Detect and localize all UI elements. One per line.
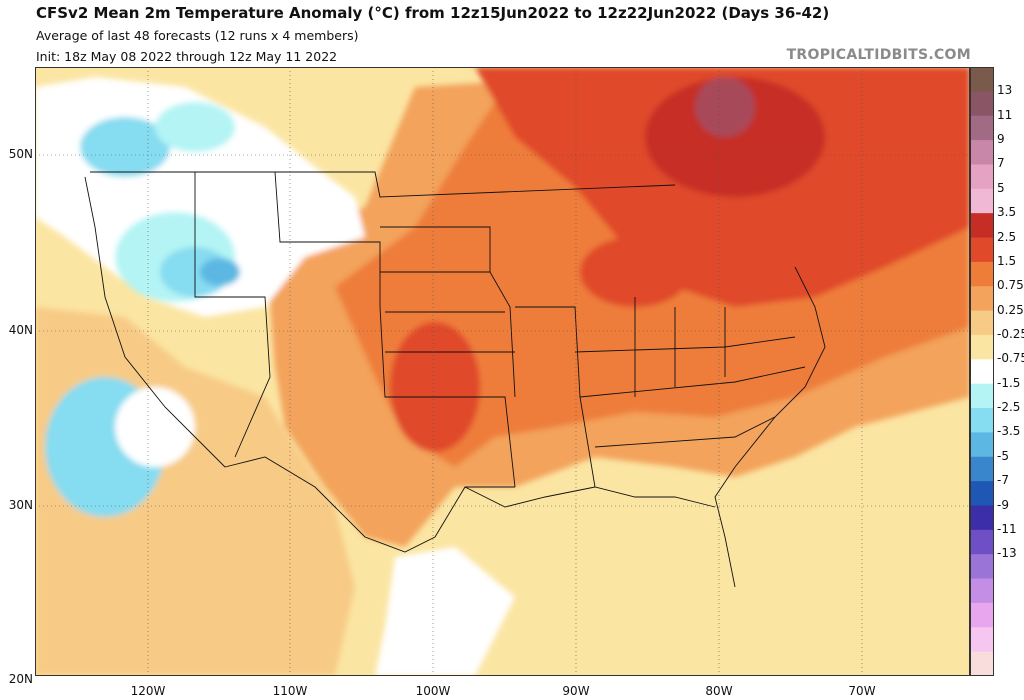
colorbar-tick-label: 2.5: [997, 229, 1017, 244]
colorbar-swatch: [970, 602, 994, 628]
anomaly-cool-pacific-northwest: [80, 117, 170, 177]
lon-label-100w: 100W: [415, 684, 451, 698]
colorbar-swatch: [970, 529, 994, 555]
anomaly-neutral-mexico: [375, 547, 515, 676]
east-coast-line: [714, 266, 826, 588]
colorbar-swatch: [970, 554, 994, 580]
colorbar-swatch: [970, 67, 994, 92]
colorbar-tick-label: 7: [997, 156, 1005, 171]
colorbar-swatch: [970, 578, 994, 604]
lon-label-120w: 120W: [130, 684, 166, 698]
colorbar-tick-label: 0.25: [997, 302, 1024, 317]
colorbar-swatch: [970, 261, 994, 287]
colorbar-tick-label: 5: [997, 180, 1005, 195]
colorbar-tick-label: -7: [997, 473, 1009, 488]
colorbar-swatch: [970, 213, 994, 239]
colorbar-tick-label: 9: [997, 132, 1005, 147]
anomaly-extreme-warm-hudson: [695, 77, 755, 137]
ohio-valley-lines: [634, 297, 726, 397]
colorbar-swatch: [970, 505, 994, 531]
colorbar-tick-label: -13: [997, 546, 1017, 561]
colorbar-tick-label: 11: [997, 107, 1013, 122]
colorbar-swatch: [970, 383, 994, 409]
plains-horizontal-lines: [380, 271, 515, 353]
colorbar-tick-label: -0.25: [997, 327, 1024, 341]
lat-label-20n: 20N: [8, 672, 33, 686]
colorbar-swatch: [970, 456, 994, 482]
map-subtitle-init: Init: 18z May 08 2022 through 12z May 11…: [36, 49, 338, 64]
colorbar-swatch: [970, 627, 994, 653]
colorbar-swatch: [970, 140, 994, 165]
anomaly-slight-cool-bc: [155, 102, 235, 152]
mountain-state-lines: [274, 171, 516, 488]
colorbar-tick-label: 0.75: [997, 278, 1024, 293]
colorbar-swatch: [970, 310, 994, 336]
map-title: CFSv2 Mean 2m Temperature Anomaly (°C) f…: [36, 4, 830, 22]
colorbar-swatch: [970, 359, 994, 385]
us-mexico-border: [224, 456, 515, 553]
colorbar-swatch: [970, 408, 994, 433]
colorbar-swatch: [970, 188, 994, 214]
lon-label-110w: 110W: [272, 684, 308, 698]
colorbar-swatch: [970, 432, 994, 458]
colorbar-tick-label: -1.5: [997, 375, 1021, 390]
colorbar-swatch: [970, 334, 994, 360]
graticule: [35, 67, 970, 676]
lon-label-80w: 80W: [705, 684, 733, 698]
colorbar-tick-label: -11: [997, 521, 1017, 536]
colorbar-frame: [970, 67, 994, 676]
colorbar-tick-label: -5: [997, 448, 1009, 463]
west-coast-line: [84, 176, 226, 468]
colorbar-tick-label: 1.5: [997, 253, 1017, 268]
credit-watermark: TROPICALTIDBITS.COM: [786, 47, 971, 63]
lat-label-30n: 30N: [8, 498, 33, 512]
colorbar: [970, 67, 994, 676]
us-canada-border: [90, 171, 676, 198]
map-frame: [35, 67, 970, 676]
gulf-coast-line: [464, 486, 716, 508]
map-subtitle-forecasts: Average of last 48 forecasts (12 runs x …: [36, 28, 359, 43]
colorbar-swatch: [970, 115, 994, 141]
lon-label-90w: 90W: [562, 684, 590, 698]
lon-label-70w: 70W: [848, 684, 876, 698]
colorbar-tick-label: 13: [997, 83, 1013, 98]
anomaly-very-warm-quebec: [645, 77, 825, 197]
anomaly-map-svg: [35, 67, 970, 676]
lat-label-50n: 50N: [8, 147, 33, 161]
colorbar-tick-label: 3.5: [997, 205, 1017, 220]
colorbar-swatch: [970, 91, 994, 117]
colorbar-swatch: [970, 651, 994, 676]
anomaly-neutral-california-coast: [115, 387, 195, 467]
colorbar-tick-label: -2.5: [997, 400, 1021, 414]
colorbar-tick-label: -0.75: [997, 351, 1024, 366]
colorbar-swatch: [970, 164, 994, 190]
western-state-lines: [194, 172, 271, 458]
colorbar-tick-label: -3.5: [997, 424, 1021, 439]
anomaly-warm-southern-plains: [390, 322, 480, 452]
southeast-state-lines: [579, 366, 806, 448]
colorbar-swatch: [970, 237, 994, 263]
anomaly-warm-great-lakes: [580, 237, 690, 307]
state-boundaries: [84, 171, 826, 588]
lat-label-40n: 40N: [8, 323, 33, 337]
colorbar-swatch: [970, 286, 994, 312]
anomaly-cooler-idaho: [200, 258, 240, 286]
anomaly-map: [35, 67, 970, 676]
colorbar-tick-label: -9: [997, 497, 1009, 512]
colorbar-swatch: [970, 481, 994, 506]
